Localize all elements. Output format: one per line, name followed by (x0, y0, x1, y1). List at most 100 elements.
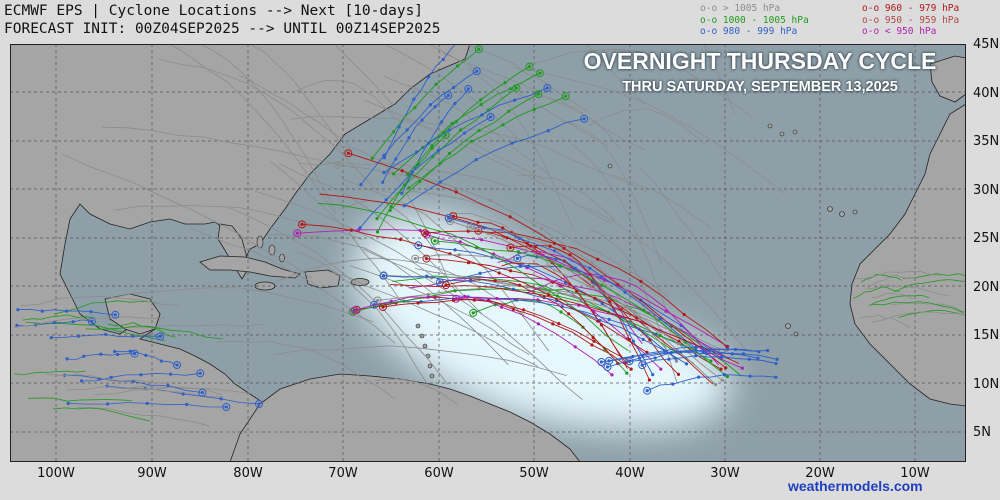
cyclone-track (426, 234, 662, 370)
legend-item: o-o 950 - 959 hPa (862, 14, 960, 26)
track-point (444, 133, 448, 137)
cyclone-track (427, 44, 609, 147)
track-point (402, 299, 406, 303)
track-point (489, 115, 493, 119)
track-end-marker (421, 229, 429, 238)
track-end-marker (464, 84, 473, 93)
track-point (639, 279, 643, 283)
cyclone-track (390, 284, 740, 364)
track-end-marker (444, 214, 453, 222)
track-point (300, 222, 304, 226)
track-point (424, 257, 428, 261)
track-point (76, 334, 81, 338)
track-point (413, 257, 417, 261)
track-point (501, 123, 505, 127)
legend-item: o-o 1000 - 1005 hPa (700, 14, 809, 26)
cyclone-track (115, 205, 362, 240)
credit-link[interactable]: weathermodels.com (788, 478, 923, 494)
track-point (477, 128, 481, 133)
track-point (466, 87, 470, 91)
track-end-marker (512, 84, 521, 93)
track-end-marker (643, 386, 652, 395)
track-point (430, 144, 434, 148)
pressure-legend-right: o-o 960 - 979 hPa o-o 950 - 959 hPa o-o … (862, 3, 959, 38)
track-point (674, 350, 678, 354)
track-point (82, 354, 86, 358)
cyclone-track (434, 240, 728, 377)
track-point (392, 172, 396, 176)
cyclone-track (588, 108, 706, 145)
highlight-glow (355, 214, 730, 429)
track-point (452, 86, 456, 90)
track-point (90, 319, 94, 323)
track-point (447, 151, 452, 156)
cyclone-track (359, 116, 491, 229)
track-point (608, 300, 612, 304)
track-point (116, 352, 120, 357)
track-point (462, 131, 467, 135)
track-point (434, 82, 438, 86)
cyclone-track (872, 292, 913, 300)
track-point (430, 146, 434, 150)
track-point (720, 354, 725, 358)
track-point (15, 323, 19, 327)
track-point (545, 86, 550, 90)
cyclone-track (872, 301, 964, 314)
track-end-marker (130, 349, 139, 358)
track-point (458, 240, 462, 244)
track-point (370, 156, 374, 160)
track-point (375, 230, 380, 234)
track-point (472, 298, 476, 302)
track-point (185, 402, 189, 407)
track-end-marker (222, 403, 231, 411)
track-end-marker (422, 230, 431, 239)
forecast-init-label: FORECAST INIT: 00Z04SEP2025 --> UNTIL 00… (4, 21, 441, 37)
track-point (518, 283, 522, 287)
legend-item: o-o 980 - 999 hPa (700, 26, 798, 37)
track-point (454, 190, 458, 194)
track-point (453, 248, 457, 252)
cyclone-track (861, 273, 902, 283)
track-point (747, 357, 751, 361)
track-end-marker (535, 69, 544, 78)
track-point (774, 361, 778, 366)
track-point (536, 92, 541, 96)
track-point (438, 180, 442, 184)
cyclone-track (389, 93, 539, 211)
cyclone-track (647, 374, 776, 392)
track-point (139, 373, 143, 377)
track-point (724, 366, 728, 370)
track-point (564, 94, 568, 98)
track-point (480, 238, 484, 242)
track-point (52, 321, 56, 325)
track-point (407, 186, 411, 190)
track-point (388, 208, 392, 212)
track-point (589, 285, 593, 289)
cyclone-track (871, 311, 966, 323)
track-point (658, 334, 662, 338)
track-point (451, 298, 455, 302)
track-end-marker (486, 113, 495, 121)
track-point (336, 163, 340, 167)
track-end-marker (333, 160, 342, 169)
track-point (682, 312, 686, 317)
track-point (559, 310, 563, 314)
lat-label: 30N (973, 183, 1000, 198)
cyclone-track (374, 377, 458, 405)
track-point (637, 356, 642, 360)
track-point (610, 373, 614, 377)
track-end-marker (430, 236, 439, 245)
track-point (748, 374, 752, 378)
track-point (495, 296, 499, 301)
track-point (145, 401, 149, 405)
track-point (507, 109, 511, 113)
track-point (40, 309, 44, 313)
track-point (493, 279, 497, 283)
track-point (382, 153, 386, 157)
track-point (423, 231, 427, 235)
land-south-america (229, 373, 581, 462)
track-point (412, 97, 416, 101)
cyclone-track (374, 296, 704, 353)
cyclone-track (102, 126, 359, 170)
cyclone-track (450, 220, 716, 385)
